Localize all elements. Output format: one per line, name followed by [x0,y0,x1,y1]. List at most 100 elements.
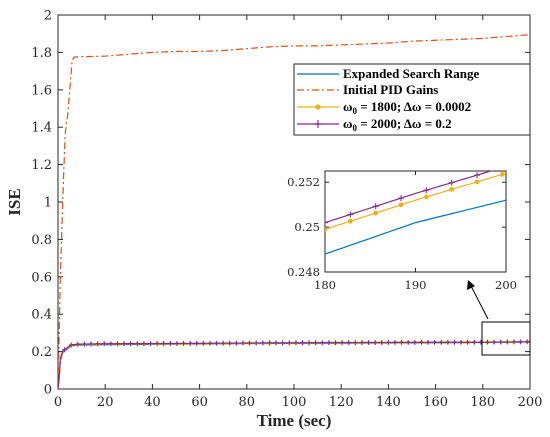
series-marker-4 [359,340,365,346]
series-marker-4 [438,339,444,345]
legend-marker [315,104,321,110]
inset-series-marker-3 [499,171,505,177]
series-layer [58,34,530,389]
legend-label: Initial PID Gains [343,82,438,97]
x-axis-label: Time (sec) [257,411,332,430]
y-tick-label: 2 [44,9,52,24]
y-tick-label: 1.2 [31,158,52,173]
inset-series-marker-3 [325,226,328,232]
series-marker-4 [240,340,246,346]
series-marker-4 [471,339,477,345]
series-marker-4 [498,339,504,345]
series-marker-4 [220,340,226,346]
y-tick-label: 0.2 [31,345,52,360]
series-marker-4 [95,341,101,347]
series-marker-4 [141,341,147,347]
x-tick-label: 120 [329,395,354,410]
y-tick-label: 0.4 [31,308,52,323]
inset-series-marker-4 [474,172,481,179]
x-tick-label: 160 [423,395,448,410]
series-marker-4 [286,340,292,346]
zoom-region-box [481,321,531,356]
series-marker-4 [81,341,87,347]
inset-y-tick-label: 0.252 [287,175,320,189]
y-tick-label: 0.6 [31,270,52,285]
series-marker-4 [88,341,94,347]
inset-series-marker-3 [398,202,404,208]
legend-label: Expanded Search Range [343,66,480,81]
series-marker-4 [346,340,352,346]
series-marker-4 [260,340,266,346]
inset-series-marker-4 [398,195,405,202]
x-tick-label: 180 [470,395,495,410]
inset-series-marker-3 [423,194,429,200]
series-marker-4 [280,340,286,346]
zoom-arrow-head [467,280,475,290]
series-marker-4 [504,339,510,345]
series-marker-4 [68,342,74,348]
series-line-4 [58,341,530,389]
legend-entry-1: Expanded Search Range [297,66,480,81]
series-marker-4 [451,339,457,345]
inset-series-marker-4 [423,187,430,194]
inset-series-marker-4 [325,219,328,226]
legend-marker [314,120,322,128]
legend-entry-2: Initial PID Gains [297,82,438,97]
series-marker-4 [326,340,332,346]
tick-labels: 0 20 40 60 80 100 120 140 160 180 200 0 0.2 0.4 0.6 0.8… [31,9,542,411]
y-tick-label: 0 [44,383,52,398]
inset-series-marker-3 [474,179,480,185]
series-marker-4 [121,341,127,347]
y-tick-label: 1.4 [31,121,52,136]
series-marker-4 [114,341,120,347]
series-marker-4 [128,341,134,347]
series-marker-4 [253,340,259,346]
series-marker-4 [319,340,325,346]
series-marker-4 [385,339,391,345]
series-marker-4 [458,339,464,345]
series-marker-4 [313,340,319,346]
x-tick-label: 0 [54,395,62,410]
y-axis-label: ISE [5,188,24,215]
series-marker-4 [62,347,68,353]
inset-axes [324,170,507,273]
y-tick-label: 1.8 [31,46,52,61]
x-tick-label: 200 [518,395,543,410]
series-marker-4 [478,339,484,345]
inset-x-tick-label: 180 [314,278,336,292]
series-marker-4 [379,339,385,345]
series-marker-4 [167,340,173,346]
series-marker-4 [518,339,524,345]
series-marker-4 [366,340,372,346]
series-marker-4 [485,339,491,345]
series-marker-4 [339,340,345,346]
series-marker-4 [405,339,411,345]
series-marker-4 [154,341,160,347]
series-marker-4 [445,339,451,345]
inset-series-marker-4 [448,179,455,186]
series-marker-4 [273,340,279,346]
series-marker-4 [181,340,187,346]
legend-label: ω0 = 1800; Δω = 0.0002 [343,99,471,116]
x-tick-label: 60 [191,395,208,410]
series-marker-4 [491,339,497,345]
series-marker-4 [524,339,530,345]
inset-series-layer [325,171,506,255]
series-marker-4 [214,340,220,346]
series-marker-4 [511,339,517,345]
series-marker-4 [207,340,213,346]
series-marker-4 [266,340,272,346]
series-marker-4 [108,341,114,347]
inset-series-line-1 [325,199,506,255]
main-axes [57,14,531,390]
series-marker-4 [200,340,206,346]
inset-y-tick-label: 0.25 [294,220,320,234]
series-marker-4 [75,341,81,347]
x-tick-label: 40 [144,395,161,410]
series-marker-4 [233,340,239,346]
inset-tick-labels: 180 190 200 0.248 0.25 0.252 [287,175,517,292]
series-marker-4 [465,339,471,345]
inset-series-marker-3 [347,218,353,224]
series-marker-4 [187,340,193,346]
